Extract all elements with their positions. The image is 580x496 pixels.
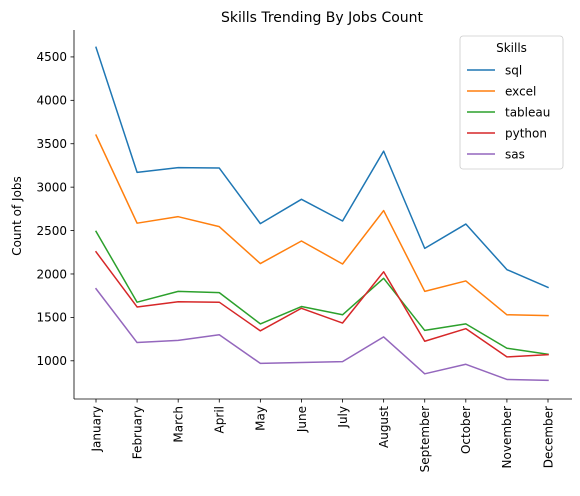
- x-tick-label: June: [295, 406, 309, 433]
- legend-label-excel: excel: [505, 84, 536, 98]
- legend-label-tableau: tableau: [505, 105, 550, 119]
- x-tick-label: December: [541, 406, 555, 468]
- x-tick-label: October: [459, 406, 473, 454]
- series-line-sas: [96, 289, 548, 381]
- x-tick-label: April: [213, 406, 227, 433]
- x-tick-label: July: [336, 406, 350, 429]
- legend-title: Skills: [496, 41, 527, 55]
- x-tick-label: February: [130, 406, 144, 459]
- x-tick-label: September: [418, 406, 432, 472]
- legend: Skills sql excel tableau python sas: [460, 36, 563, 169]
- legend-label-sql: sql: [505, 63, 522, 77]
- x-tick-label: November: [500, 406, 514, 468]
- y-axis-label: Count of Jobs: [10, 176, 24, 256]
- legend-label-python: python: [505, 126, 547, 140]
- legend-label-sas: sas: [505, 147, 525, 161]
- chart-title: Skills Trending By Jobs Count: [221, 10, 424, 26]
- y-tick-label: 4000: [36, 94, 67, 108]
- y-tick-label: 1500: [36, 311, 67, 325]
- y-tick-label: 3000: [36, 180, 67, 194]
- x-tick-label: May: [254, 406, 268, 431]
- y-tick-label: 2000: [36, 267, 67, 281]
- y-tick-label: 1000: [36, 354, 67, 368]
- x-tick-label: March: [171, 406, 185, 443]
- x-tick-label: January: [89, 406, 103, 453]
- x-tick-label: August: [377, 406, 391, 448]
- y-tick-label: 2500: [36, 224, 67, 238]
- y-tick-label: 3500: [36, 137, 67, 151]
- y-tick-label: 4500: [36, 50, 67, 64]
